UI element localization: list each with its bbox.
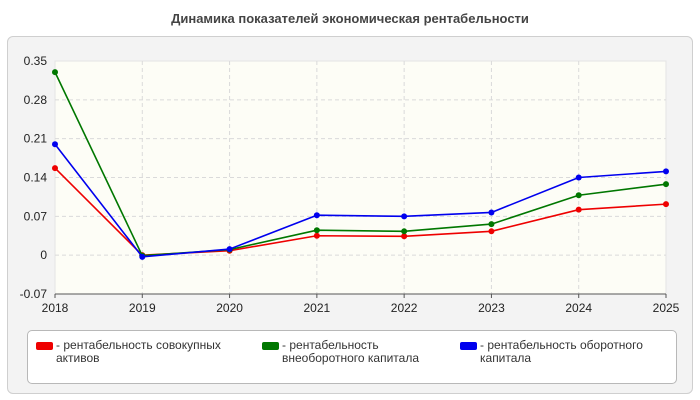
data-point xyxy=(401,233,408,240)
data-point xyxy=(575,174,582,181)
grid-lines xyxy=(55,61,666,294)
data-point xyxy=(575,206,582,213)
x-tick-label: 2024 xyxy=(565,301,592,315)
legend-label-current: - рентабельность оборотного капитала xyxy=(480,338,643,365)
legend-swatch-noncurrent xyxy=(262,342,279,350)
series-lines xyxy=(52,69,669,260)
legend-label-assets: - рентабельность совокупных активов xyxy=(56,338,221,365)
axes: -0.07 0 0.07 0.14 0.21 0.28 0.35 2018 2019 2020 20… xyxy=(20,54,680,315)
legend-swatch-assets xyxy=(36,342,53,350)
x-tick-label: 2019 xyxy=(129,301,156,315)
data-point xyxy=(575,192,582,199)
data-point xyxy=(313,212,320,219)
x-tick-label: 2022 xyxy=(391,301,418,315)
data-point xyxy=(139,253,146,260)
data-point xyxy=(52,165,58,172)
data-point xyxy=(488,221,495,228)
data-point xyxy=(488,228,495,235)
x-tick-label: 2023 xyxy=(478,301,505,315)
chart-title: Динамика показателей экономическая рента… xyxy=(171,11,529,26)
legend-label-noncurrent: - рентабельность внеоборотного капитала xyxy=(282,338,419,365)
y-tick-label: 0.21 xyxy=(24,132,48,146)
y-tick-label: 0.07 xyxy=(24,209,48,223)
y-tick-label: 0.14 xyxy=(24,171,48,185)
data-point xyxy=(488,209,495,216)
series-line-2 xyxy=(54,143,667,258)
legend-swatch-current xyxy=(460,342,477,350)
data-point xyxy=(52,69,58,76)
data-point xyxy=(663,181,669,188)
legend: - рентабельность совокупных активов - ре… xyxy=(27,330,677,384)
data-point xyxy=(313,227,320,234)
series-line-1 xyxy=(54,71,667,257)
y-tick-label: -0.07 xyxy=(20,287,48,301)
x-tick-label: 2020 xyxy=(216,301,243,315)
legend-item-current[interactable]: - рентабельность оборотного капитала xyxy=(460,339,670,365)
legend-item-noncurrent[interactable]: - рентабельность внеоборотного капитала xyxy=(262,339,452,365)
y-tick-label: 0.35 xyxy=(24,54,48,68)
data-point xyxy=(52,141,58,148)
data-point xyxy=(663,201,669,208)
data-point xyxy=(401,228,408,235)
legend-item-assets[interactable]: - рентабельность совокупных активов xyxy=(36,339,251,365)
x-tick-label: 2021 xyxy=(304,301,331,315)
y-tick-label: 0.28 xyxy=(24,93,48,107)
x-tick-label: 2025 xyxy=(653,301,680,315)
data-point xyxy=(313,232,320,239)
y-tick-label: 0 xyxy=(40,248,47,262)
x-tick-label: 2018 xyxy=(42,301,69,315)
data-point xyxy=(401,213,408,220)
data-point xyxy=(663,168,669,175)
data-point xyxy=(226,246,233,253)
